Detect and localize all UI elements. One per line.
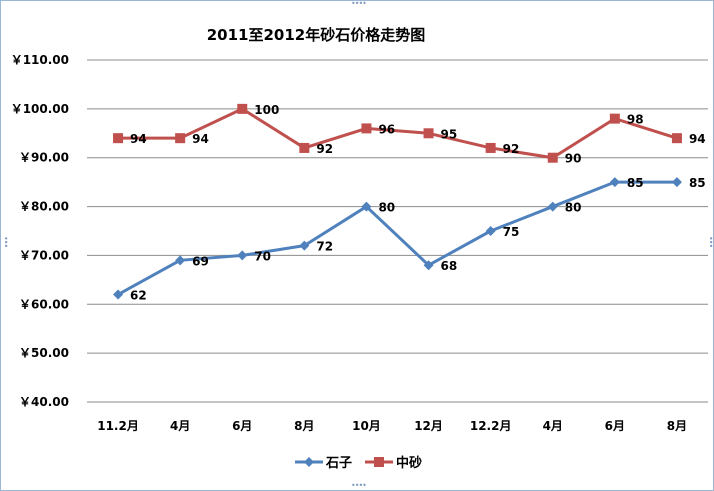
data-label: 69 xyxy=(192,254,209,268)
data-point-marker xyxy=(609,113,620,124)
data-point-marker xyxy=(423,128,434,139)
data-point-marker xyxy=(485,226,496,236)
x-axis-ticks: 11.2月 4月 6月 8月 10月 12月 12.2月 4月 6月 8月 xyxy=(97,419,687,433)
data-point-marker xyxy=(485,142,496,153)
x-tick-label: 11.2月 xyxy=(97,419,139,433)
data-point-marker xyxy=(423,260,434,271)
legend-label: 中砂 xyxy=(396,455,422,471)
data-point-marker xyxy=(299,240,310,251)
resize-handle-right[interactable]: ••• xyxy=(706,236,714,248)
x-tick-label: 10月 xyxy=(352,419,381,433)
y-tick-label: ￥70.00 xyxy=(19,248,69,262)
data-label: 95 xyxy=(441,127,458,141)
resize-handle-bottom[interactable]: •••• xyxy=(351,481,367,490)
data-point-marker xyxy=(237,103,248,114)
x-tick-label: 8月 xyxy=(294,419,314,433)
y-tick-label: ￥90.00 xyxy=(19,151,69,165)
y-tick-label: ￥60.00 xyxy=(19,297,69,311)
series-line xyxy=(118,107,678,160)
data-point-marker xyxy=(175,133,186,144)
y-tick-label: ￥100.00 xyxy=(11,102,69,116)
legend-label: 石子 xyxy=(325,456,352,471)
y-tick-label: ￥80.00 xyxy=(19,200,69,214)
data-point-marker xyxy=(671,177,682,188)
data-label: 68 xyxy=(441,259,458,273)
data-point-marker xyxy=(609,177,620,188)
series-line xyxy=(117,180,677,296)
legend-swatch-marker xyxy=(374,457,384,467)
data-label: 72 xyxy=(316,240,333,254)
legend-swatch-marker xyxy=(304,457,314,467)
y-tick-label: ￥50.00 xyxy=(19,346,69,360)
x-tick-label: 4月 xyxy=(543,419,563,433)
data-point-marker xyxy=(299,142,310,153)
data-label: 85 xyxy=(689,176,706,190)
resize-handle-top[interactable]: •••• xyxy=(351,0,367,8)
chart-title: 2011至2012年砂石价格走势图 xyxy=(207,26,426,44)
data-point-marker xyxy=(113,289,124,300)
data-point-marker xyxy=(547,201,558,212)
data-label: 92 xyxy=(316,142,333,156)
x-tick-label: 12月 xyxy=(414,419,443,433)
gridlines xyxy=(87,59,708,403)
data-label: 92 xyxy=(503,142,520,156)
data-point-marker xyxy=(671,133,682,144)
x-tick-label: 6月 xyxy=(232,419,252,433)
data-label: 100 xyxy=(254,103,279,117)
data-label: 94 xyxy=(689,132,706,146)
data-label: 85 xyxy=(627,176,644,190)
legend: 石子 中砂 xyxy=(295,455,422,471)
data-label: 94 xyxy=(130,132,147,146)
resize-handle-left[interactable]: ••• xyxy=(1,236,10,248)
x-tick-label: 8月 xyxy=(667,419,687,433)
data-label: 75 xyxy=(503,225,520,239)
series-group: 62 69 70 72 80 68 75 80 85 85 94 94 100 92 96 95 92 90 98 9… xyxy=(113,103,706,303)
data-point-marker xyxy=(547,152,558,163)
data-point-marker xyxy=(237,250,248,261)
data-label: 94 xyxy=(192,132,209,146)
y-tick-label: ￥40.00 xyxy=(19,395,69,409)
data-label: 96 xyxy=(378,122,395,136)
data-point-marker xyxy=(361,123,372,134)
x-tick-label: 6月 xyxy=(605,419,625,433)
data-point-marker xyxy=(361,201,372,212)
data-label: 80 xyxy=(565,201,582,215)
data-point-marker xyxy=(175,255,186,266)
y-tick-label: ￥110.00 xyxy=(11,53,69,67)
data-label: 90 xyxy=(565,152,582,166)
y-axis-ticks: ￥40.00 ￥50.00 ￥60.00 ￥70.00 ￥80.00 ￥90.00 ￥100… xyxy=(11,53,69,409)
data-label: 98 xyxy=(627,113,644,127)
x-tick-label: 4月 xyxy=(170,419,190,433)
data-point-marker xyxy=(113,133,124,144)
x-tick-label: 12.2月 xyxy=(470,419,512,433)
data-label: 80 xyxy=(378,201,395,215)
data-label: 70 xyxy=(254,249,271,263)
data-label: 62 xyxy=(130,289,147,303)
